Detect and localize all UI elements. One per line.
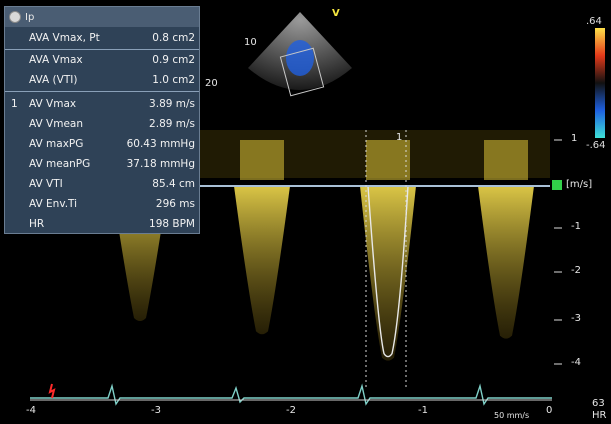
measurement-name: AV meanPG (29, 158, 91, 170)
measurement-row[interactable]: AV Vmean 2.89 m/s (5, 115, 199, 135)
row-index: 1 (11, 98, 18, 110)
measurement-panel: Ip AVA Vmax, Pt 0.8 cm2 AVA Vmax 0.9 cm2 AVA… (4, 6, 200, 234)
record-dot-icon[interactable] (9, 11, 21, 23)
velocity-tick-label: 1 (571, 133, 578, 144)
measurement-value: 2.89 m/s (149, 118, 195, 130)
panel-separator (5, 91, 199, 92)
depth-label-20: 20 (205, 78, 218, 89)
panel-header-label: Ip (25, 11, 35, 23)
measurement-value: 37.18 mmHg (126, 158, 195, 170)
measurement-value: 198 BPM (149, 218, 195, 230)
hr-value: 63 (592, 398, 605, 409)
baseline-marker (552, 180, 562, 190)
time-tick-label: -4 (26, 405, 36, 416)
measurement-name: AVA (VTI) (29, 74, 78, 86)
measurement-name: AV Vmax (29, 98, 77, 110)
sweep-speed: 50 mm/s (494, 411, 530, 420)
measurement-row[interactable]: AVA (VTI) 1.0 cm2 (5, 71, 199, 91)
panel-header[interactable]: Ip (5, 7, 199, 27)
hr-label: HR (592, 410, 607, 421)
measurement-name: HR (29, 218, 45, 230)
time-tick-label: 0 (546, 405, 553, 416)
measurement-name: AV VTI (29, 178, 63, 190)
spectral-envelope (234, 186, 290, 335)
measurement-row[interactable]: AVA Vmax, Pt 0.8 cm2 (5, 29, 199, 49)
spectral-envelope (360, 186, 416, 361)
measurement-row[interactable]: AV VTI 85.4 cm (5, 175, 199, 195)
measurement-row[interactable]: AV maxPG 60.43 mmHg (5, 135, 199, 155)
caliper-label: 1 (396, 132, 403, 143)
measurement-value: 0.8 cm2 (152, 32, 195, 44)
measurement-name: AVA Vmax (29, 54, 83, 66)
measurement-name: AV Env.Ti (29, 198, 78, 210)
spectral-signal-above-baseline (484, 140, 528, 180)
measurement-row[interactable]: HR 198 BPM (5, 215, 199, 235)
measurement-value: 1.0 cm2 (152, 74, 195, 86)
measurement-value: 3.89 m/s (149, 98, 195, 110)
measurement-row[interactable]: 1 AV Vmax 3.89 m/s (5, 95, 199, 115)
measurement-row[interactable]: AV Env.Ti 296 ms (5, 195, 199, 215)
measurement-value: 0.9 cm2 (152, 54, 195, 66)
vti-trace[interactable] (367, 185, 409, 358)
trigger-marker-icon (48, 383, 56, 399)
sector-marker: V (332, 8, 340, 19)
measurement-value: 85.4 cm (152, 178, 195, 190)
color-flow-jet (286, 40, 314, 76)
velocity-unit: [m/s] (566, 179, 593, 190)
measurement-row[interactable]: AVA Vmax 0.9 cm2 (5, 51, 199, 71)
spectral-signal-above-baseline (240, 140, 284, 180)
time-tick-label: -2 (286, 405, 296, 416)
measurement-name: AVA Vmax, Pt (29, 32, 100, 44)
panel-separator (5, 49, 199, 50)
measurement-value: 296 ms (155, 198, 195, 210)
colorbar-min: -.64 (586, 140, 606, 151)
color-box (279, 47, 325, 97)
depth-label-10: 10 (244, 37, 257, 48)
measurement-name: AV Vmean (29, 118, 83, 130)
velocity-tick-label: -4 (571, 357, 581, 368)
color-scale-bar (595, 28, 605, 138)
time-tick-label: -1 (418, 405, 428, 416)
spectral-signal-above-baseline (366, 140, 410, 180)
measurement-row[interactable]: AV meanPG 37.18 mmHg (5, 155, 199, 175)
measurement-name: AV maxPG (29, 138, 84, 150)
velocity-tick-label: -2 (571, 265, 581, 276)
velocity-tick-label: -1 (571, 221, 581, 232)
spectral-envelope (478, 186, 534, 339)
time-tick-label: -3 (151, 405, 161, 416)
measurement-value: 60.43 mmHg (126, 138, 195, 150)
ecg-trace (30, 383, 552, 406)
colorbar-max: .64 (586, 16, 602, 27)
velocity-tick-label: -3 (571, 313, 581, 324)
